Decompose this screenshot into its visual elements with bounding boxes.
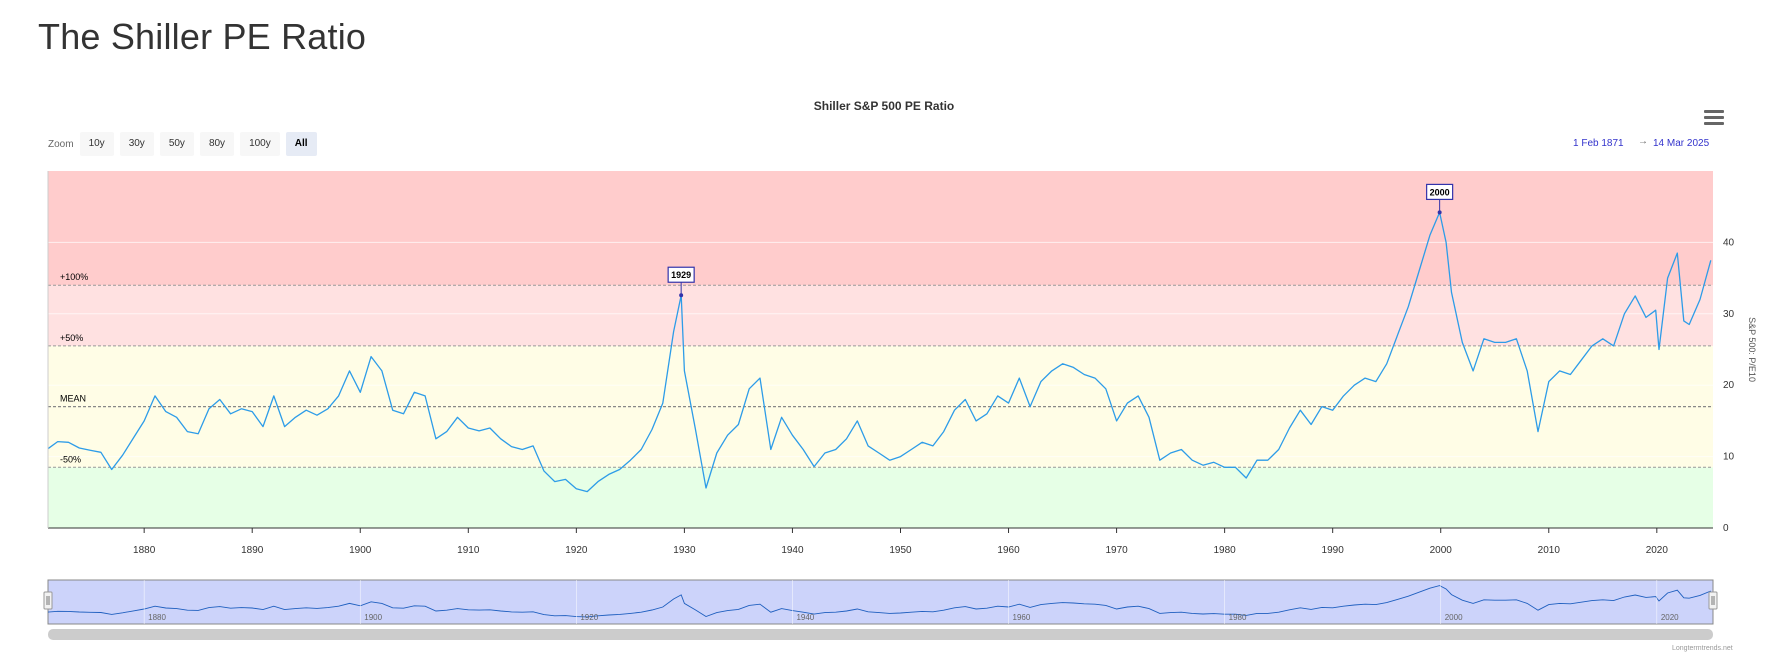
ref-line-label: +100% (60, 272, 88, 282)
x-tick-label: 1970 (1105, 545, 1128, 556)
y-tick-label: 20 (1723, 380, 1735, 391)
navigator-series-line (47, 585, 1711, 618)
x-tick-label: 1980 (1214, 545, 1237, 556)
band-2 (48, 285, 1713, 346)
ref-line-label: +50% (60, 333, 83, 343)
navigator: 1880 1900 1920 1940 1960 1980 2000 2020 (43, 579, 1718, 640)
zoom-10y-button[interactable]: 10y (79, 132, 114, 156)
x-tick-label: 1960 (997, 545, 1020, 556)
navigator-tick-label: 1940 (796, 613, 814, 622)
flag-label: 1929 (671, 270, 691, 280)
y-tick-label: 30 (1723, 309, 1735, 320)
hamburger-menu-icon[interactable] (1704, 110, 1724, 126)
x-tick-label: 1990 (1322, 545, 1345, 556)
plot-bands (48, 171, 1713, 528)
flag-box (667, 266, 695, 283)
range-separator: → (1638, 136, 1648, 147)
navigator-tick-label: 2000 (1445, 613, 1463, 622)
navigator-tick-label: 1920 (580, 613, 598, 622)
navigator-left-handle[interactable] (43, 591, 53, 610)
plot-grid (48, 241, 1713, 458)
flag-point (1437, 210, 1442, 215)
range-to-input[interactable]: 14 Mar 2025 (1653, 138, 1710, 149)
zoom-80y-button[interactable]: 80y (199, 132, 235, 156)
x-tick-label: 1920 (565, 545, 588, 556)
y-axis-title: S&P 500: P/E10 (1747, 317, 1757, 382)
flag-box (1426, 183, 1454, 201)
navigator-tick-label: 1980 (1229, 613, 1247, 622)
y-tick-label: 10 (1723, 452, 1735, 463)
range-from-input[interactable]: 1 Feb 1871 (1573, 138, 1624, 149)
band-0 (48, 467, 1713, 528)
x-tick-label: 2020 (1646, 545, 1669, 556)
series-layer (47, 211, 1712, 493)
navigator-scrollbar[interactable] (48, 629, 1713, 640)
x-tick-label: 1880 (133, 545, 156, 556)
flag-label: 2000 (1430, 187, 1450, 197)
zoom-30y-button[interactable]: 30y (119, 132, 154, 156)
navigator-tick-label: 2020 (1661, 613, 1679, 622)
chart-title: Shiller S&P 500 PE Ratio (813, 99, 955, 113)
x-tick-label: 1900 (349, 545, 372, 556)
ref-line-label: -50% (60, 454, 81, 464)
navigator-window (47, 579, 1714, 625)
x-tick-label: 1950 (889, 545, 912, 556)
y-tick-label: 40 (1723, 237, 1735, 248)
x-tick-label: 1890 (241, 545, 264, 556)
axes-layer: 0 10 20 30 40 1880 1890 1900 1910 1920 1930 1940 195… (47, 171, 1757, 556)
navigator-tick-label: 1900 (364, 613, 382, 622)
navigator-tick-label: 1960 (1013, 613, 1031, 622)
zoom-100y-button[interactable]: 100y (240, 132, 280, 156)
zoom-bar: Zoom 10y 30y 50y 80y 100y All (48, 131, 323, 157)
flags-layer: 1929 2000 (667, 183, 1454, 298)
zoom-label: Zoom (48, 138, 74, 150)
reference-lines: +100% +50% MEAN -50% (48, 272, 1713, 468)
navigator-tick-label: 1880 (148, 613, 166, 622)
page-title: The Shiller PE Ratio (38, 16, 367, 57)
navigator-right-handle[interactable] (1708, 591, 1718, 610)
credits-link[interactable]: Longtermtrends.net (1672, 645, 1733, 652)
y-tick-label: 0 (1723, 523, 1729, 534)
x-tick-label: 1940 (781, 545, 804, 556)
x-tick-label: 2010 (1538, 545, 1561, 556)
zoom-all-button[interactable]: All (285, 132, 317, 156)
band-3 (48, 171, 1713, 286)
x-tick-label: 2000 (1430, 545, 1453, 556)
zoom-50y-button[interactable]: 50y (159, 132, 194, 156)
x-tick-label: 1910 (457, 545, 480, 556)
series-line-0 (47, 211, 1712, 493)
x-tick-label: 1930 (673, 545, 696, 556)
flag-point (679, 293, 684, 298)
ref-line-label: MEAN (60, 394, 86, 404)
